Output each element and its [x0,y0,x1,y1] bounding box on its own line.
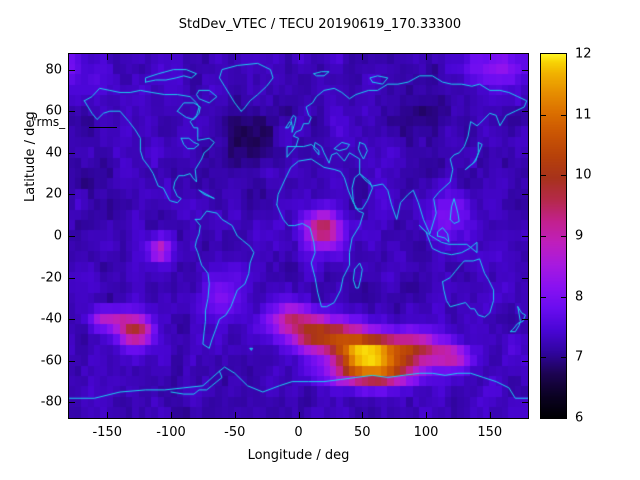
x-tick-label: 50 [353,425,371,440]
x-tick-mark [362,412,363,418]
x-tick-label: -100 [156,425,186,440]
x-tick-mark [107,412,108,418]
y-tick-label: 20 [45,186,62,202]
y-tick-mark [522,153,528,154]
y-tick-label: -60 [40,353,62,369]
x-tick-label: 150 [477,425,503,440]
colorbar-tick-mark [541,115,546,116]
y-tick-mark [69,236,75,237]
map-plot-area[interactable]: -80 -60 -40 -20 0 20 40 60 80 -150 -100 -50 0 50 100 1… [23,53,529,463]
colorbar-tick-label: 10 [575,167,592,183]
x-tick-mark [490,54,491,60]
y-tick-mark [522,111,528,112]
y-tick-mark [522,278,528,279]
y-tick-mark [522,361,528,362]
colorbar-tick-mark [561,236,566,237]
y-tick-label: 0 [53,228,62,244]
colorbar-tick-mark [541,297,546,298]
x-axis-label: Longitude / deg [247,448,350,463]
colorbar-tick-label: 6 [575,410,584,426]
colorbar[interactable]: 6 7 8 9 10 11 12 [540,47,592,426]
x-tick-mark [299,54,300,60]
x-tick-mark [299,412,300,418]
colorbar-tick-mark [561,115,566,116]
colorbar-tick-mark [561,357,566,358]
colorbar-tick-label: 7 [575,349,584,365]
colorbar-tick-mark [561,297,566,298]
x-tick-mark [426,412,427,418]
y-tick-mark [69,361,75,362]
y-tick-label: 80 [45,62,62,78]
x-tick-mark [171,412,172,418]
x-tick-label: 0 [294,425,303,440]
x-tick-mark [426,54,427,60]
page-title: StdDev_VTEC / TECU 20190619_170.33300 [178,17,462,32]
legend-key-line [89,127,117,128]
y-tick-mark [522,194,528,195]
colorbar-tick-label: 11 [575,107,592,123]
y-tick-label: -40 [40,311,62,327]
y-tick-mark [69,402,75,403]
y-tick-mark [69,70,75,71]
x-tick-mark [235,412,236,418]
y-tick-mark [522,319,528,320]
x-tick-mark [362,54,363,60]
colorbar-tick-label: 12 [575,46,592,62]
y-tick-label: 60 [45,103,62,119]
y-tick-mark [69,153,75,154]
y-tick-mark [69,278,75,279]
x-tick-mark [171,54,172,60]
y-tick-mark [69,111,75,112]
y-tick-label: -80 [40,394,62,410]
x-tick-mark [235,54,236,60]
y-tick-label: -20 [40,270,62,286]
x-tick-label: 100 [413,425,439,440]
x-tick-label: -50 [224,425,246,440]
y-tick-mark [69,194,75,195]
colorbar-tick-mark [561,175,566,176]
y-tick-mark [69,319,75,320]
y-tick-mark [522,402,528,403]
colorbar-tick-mark [541,236,546,237]
colorbar-tick-mark [541,175,546,176]
y-tick-mark [522,236,528,237]
legend-key-artifact: "rms_ [31,115,66,129]
heatmap-canvas [69,54,528,418]
y-tick-label: 40 [45,145,62,161]
x-tick-mark [107,54,108,60]
y-tick-mark [522,70,528,71]
colorbar-tick-mark [541,357,546,358]
colorbar-tick-label: 8 [575,289,584,305]
x-tick-label: -150 [92,425,123,440]
colorbar-tick-label: 9 [575,228,584,244]
x-tick-mark [490,412,491,418]
